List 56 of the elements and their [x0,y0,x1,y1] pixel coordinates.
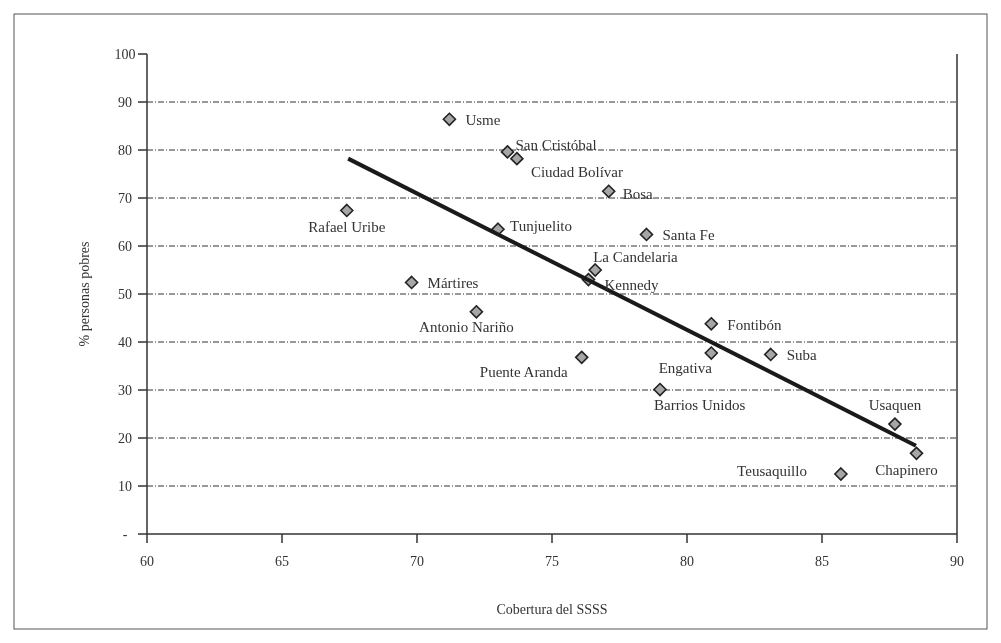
point [704,316,719,331]
annotation: Rafael Uribe [308,219,386,236]
y-tick-label: 80 [118,142,132,158]
y-axis-title: % personas pobres [77,241,92,347]
annotation: Mártires [427,275,479,292]
annotation: Kennedy [604,276,660,293]
annotation: Ciudad Bolívar [530,163,623,180]
x-tick-label: 70 [410,554,424,569]
annotation: Suba [786,347,818,364]
annotation: Barrios Unidos [654,396,746,413]
x-tick-label: 65 [275,554,289,569]
annotation: Puente Aranda [479,364,569,381]
point [763,347,778,362]
point [469,304,484,319]
y-tick-label: 40 [118,334,132,350]
point [510,151,524,166]
point [601,184,616,199]
annotation: Antonio Nariño [419,318,514,335]
annotation: Chapinero [875,462,938,479]
annotation: La Candelaria [593,249,679,265]
point [909,446,924,461]
annotation: Tunjuelito [510,218,572,235]
point [653,382,667,397]
annotation: Usaquen [868,397,922,414]
x-tick-label: 90 [950,554,964,569]
x-axis-title: Cobertura del SSSS [496,602,608,617]
x-tick-label: 60 [140,554,154,569]
y-tick-label: 50 [118,286,132,302]
y-tick-label: - [122,526,128,542]
point [639,227,654,242]
annotation: Fontibón [727,316,782,333]
point [340,203,354,218]
annotation: Engativa [658,360,713,377]
annotation: Teusaquillo [737,463,807,479]
y-tick-label: 20 [118,430,132,446]
point [574,350,589,365]
x-tick-label: 85 [815,554,829,569]
x-tick-label: 80 [680,554,694,569]
point [442,112,457,127]
x-tick-label: 75 [545,554,559,569]
annotation: Santa Fe [662,227,715,244]
point [834,467,848,481]
y-tick-label: 90 [118,94,132,110]
point [500,145,515,159]
y-tick-label: 10 [118,478,132,494]
annotation: Bosa [622,186,654,203]
y-tick-label: 30 [118,382,132,398]
point [704,346,719,360]
annotation: Usme [465,112,501,129]
point [588,263,602,277]
y-tick-label: 60 [118,238,132,254]
y-tick-label: 70 [118,190,132,206]
point [404,275,419,290]
y-tick-label: 100 [114,46,136,62]
point [888,417,902,431]
annotation: San Cristóbal [515,136,597,153]
